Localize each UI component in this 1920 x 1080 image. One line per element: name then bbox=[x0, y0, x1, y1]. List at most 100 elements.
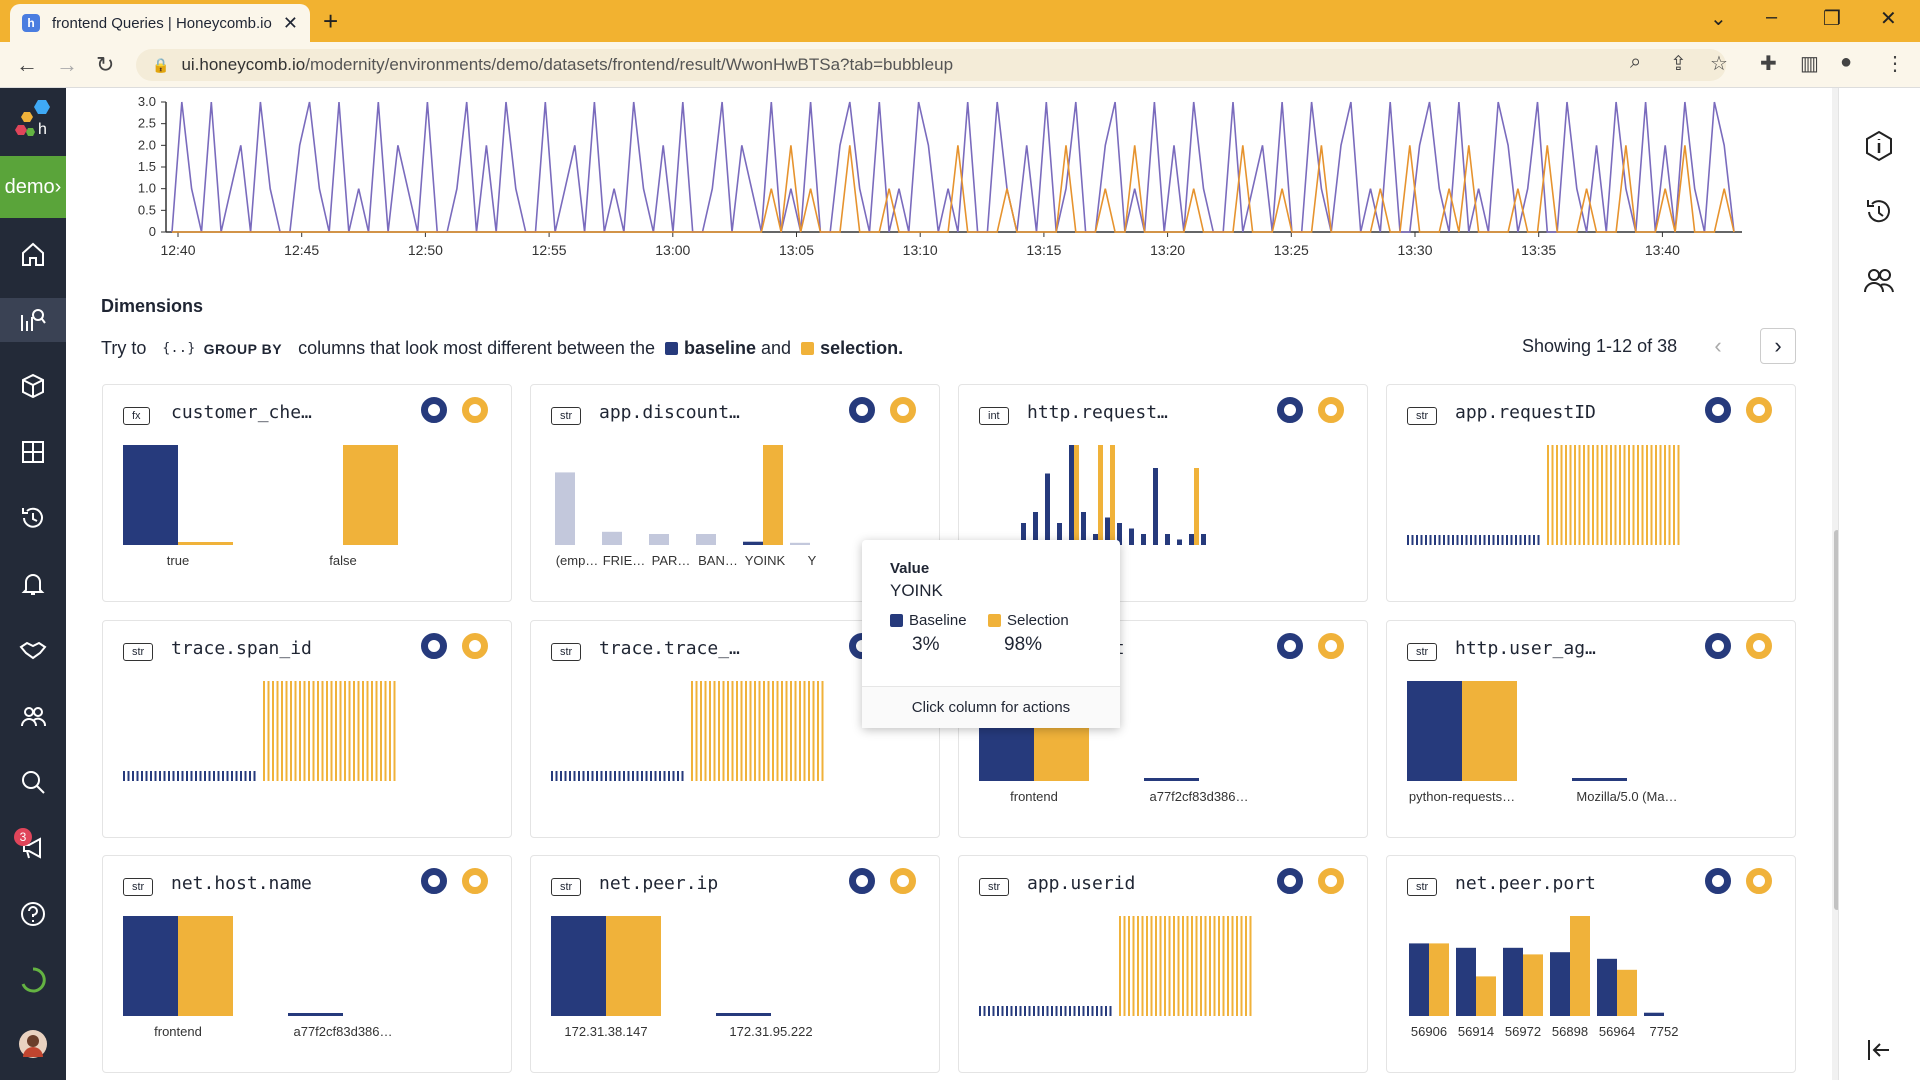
selection-bar[interactable] bbox=[1200, 916, 1202, 1016]
baseline-bar[interactable] bbox=[551, 771, 553, 781]
baseline-bar[interactable] bbox=[1456, 947, 1476, 1016]
selection-bar[interactable] bbox=[817, 681, 819, 781]
selection-bar[interactable] bbox=[790, 681, 792, 781]
selection-bar[interactable] bbox=[1218, 916, 1220, 1016]
baseline-bar[interactable] bbox=[605, 771, 607, 781]
restore-icon[interactable]: ❐ bbox=[1823, 8, 1841, 30]
baseline-bar[interactable] bbox=[1503, 947, 1523, 1016]
selection-bar[interactable] bbox=[343, 445, 398, 545]
share-icon[interactable]: ⇪ bbox=[1670, 53, 1687, 75]
selection-bar[interactable] bbox=[1668, 445, 1671, 545]
distribution-chart[interactable] bbox=[959, 916, 1369, 1056]
selection-bar[interactable] bbox=[1074, 445, 1079, 545]
boards-grid-icon[interactable] bbox=[0, 430, 66, 474]
selection-bar[interactable] bbox=[299, 681, 301, 781]
triggers-bell-icon[interactable] bbox=[0, 562, 66, 606]
search-icon[interactable] bbox=[0, 760, 66, 804]
selection-bar[interactable] bbox=[731, 681, 734, 781]
baseline-bar[interactable] bbox=[1078, 1006, 1080, 1016]
baseline-toggle-button[interactable] bbox=[1277, 868, 1303, 894]
collapse-panel-icon[interactable] bbox=[1859, 1030, 1899, 1070]
baseline-bar[interactable] bbox=[979, 1006, 981, 1016]
selection-toggle-button[interactable] bbox=[462, 397, 488, 423]
selection-bar[interactable] bbox=[754, 681, 756, 781]
baseline-bar[interactable] bbox=[213, 771, 215, 781]
baseline-bar[interactable] bbox=[1409, 943, 1429, 1016]
query-history-icon[interactable] bbox=[1859, 192, 1899, 232]
baseline-bar[interactable] bbox=[181, 771, 184, 781]
avatar[interactable] bbox=[0, 1022, 66, 1066]
selection-bar[interactable] bbox=[1570, 916, 1590, 1016]
selection-toggle-button[interactable] bbox=[462, 868, 488, 894]
baseline-bar[interactable] bbox=[623, 771, 625, 781]
selection-bar[interactable] bbox=[303, 681, 306, 781]
selection-bar[interactable] bbox=[794, 681, 797, 781]
selection-bar[interactable] bbox=[1551, 445, 1554, 545]
baseline-bar[interactable] bbox=[743, 541, 763, 545]
selection-bar[interactable] bbox=[1168, 916, 1171, 1016]
baseline-bar[interactable] bbox=[1100, 1006, 1103, 1016]
baseline-bar[interactable] bbox=[663, 771, 666, 781]
selection-toggle-button[interactable] bbox=[1318, 868, 1344, 894]
previous-page-button[interactable]: ‹ bbox=[1714, 333, 1722, 358]
selection-bar[interactable] bbox=[357, 681, 360, 781]
history-icon[interactable] bbox=[0, 496, 66, 540]
selection-toggle-button[interactable] bbox=[890, 397, 916, 423]
baseline-bar[interactable] bbox=[249, 771, 251, 781]
baseline-bar[interactable] bbox=[1416, 535, 1418, 545]
distribution-chart[interactable]: python-requests… Mozilla/5.0 (Ma… bbox=[1387, 681, 1797, 821]
baseline-bar[interactable] bbox=[235, 771, 238, 781]
baseline-toggle-button[interactable] bbox=[421, 633, 447, 659]
selection-bar[interactable] bbox=[1119, 916, 1121, 1016]
dimension-card[interactable]: str net.peer.port 56906 56914 56972 56898 5696… bbox=[1386, 855, 1796, 1073]
baseline-bar[interactable] bbox=[681, 771, 684, 781]
dimension-card[interactable]: str net.peer.ip 172.31.38.147 172.31.95.222 bbox=[530, 855, 940, 1073]
bookmark-star-icon[interactable]: ☆ bbox=[1710, 53, 1728, 75]
selection-bar[interactable] bbox=[1137, 916, 1139, 1016]
selection-bar[interactable] bbox=[722, 681, 725, 781]
selection-bar[interactable] bbox=[294, 681, 297, 781]
selection-bar[interactable] bbox=[1659, 445, 1662, 545]
baseline-bar[interactable] bbox=[1461, 535, 1463, 545]
baseline-toggle-button[interactable] bbox=[849, 868, 875, 894]
baseline-bar[interactable] bbox=[1177, 539, 1182, 546]
baseline-bar[interactable] bbox=[1051, 1006, 1053, 1016]
baseline-bar[interactable] bbox=[1082, 1006, 1085, 1016]
selection-bar[interactable] bbox=[1429, 943, 1449, 1016]
selection-bar[interactable] bbox=[1462, 681, 1517, 781]
baseline-bar[interactable] bbox=[1081, 512, 1086, 545]
baseline-bar[interactable] bbox=[159, 771, 161, 781]
selection-bar[interactable] bbox=[1213, 916, 1216, 1016]
baseline-toggle-button[interactable] bbox=[1277, 397, 1303, 423]
selection-bar[interactable] bbox=[1245, 916, 1247, 1016]
selection-bar[interactable] bbox=[740, 681, 743, 781]
baseline-bar[interactable] bbox=[992, 1006, 995, 1016]
baseline-bar[interactable] bbox=[1064, 1006, 1067, 1016]
selection-bar[interactable] bbox=[178, 916, 233, 1016]
baseline-bar[interactable] bbox=[1046, 1006, 1049, 1016]
next-page-button[interactable]: › bbox=[1760, 328, 1796, 364]
selection-bar[interactable] bbox=[1098, 445, 1103, 545]
selection-bar[interactable] bbox=[312, 681, 315, 781]
baseline-bar[interactable] bbox=[231, 771, 233, 781]
selection-bar[interactable] bbox=[781, 681, 783, 781]
browser-tab[interactable]: h frontend Queries | Honeycomb.io ✕ bbox=[10, 4, 310, 42]
baseline-bar[interactable] bbox=[1069, 1006, 1071, 1016]
selection-bar[interactable] bbox=[1641, 445, 1644, 545]
selection-toggle-button[interactable] bbox=[890, 868, 916, 894]
baseline-bar[interactable] bbox=[1533, 535, 1535, 545]
browser-menu-icon[interactable]: ⋮ bbox=[1885, 53, 1905, 75]
distribution-chart[interactable]: (emp… FRIE… PAR… BAN… YOINK Y bbox=[531, 445, 941, 585]
baseline-bar[interactable] bbox=[1465, 535, 1468, 545]
selection-toggle-button[interactable] bbox=[462, 633, 488, 659]
baseline-bar[interactable] bbox=[1093, 534, 1098, 545]
selection-bar[interactable] bbox=[785, 681, 788, 781]
baseline-bar[interactable] bbox=[1006, 1006, 1008, 1016]
events-over-time-chart[interactable]: 3.0 2.5 2.0 1.5 1.0 0.5 0 12:40 12:45 12:50 12:55 1… bbox=[66, 88, 1832, 268]
baseline-toggle-button[interactable] bbox=[1277, 633, 1303, 659]
selection-bar[interactable] bbox=[348, 681, 351, 781]
selection-bar[interactable] bbox=[1547, 445, 1549, 545]
selection-bar[interactable] bbox=[1587, 445, 1590, 545]
selection-bar[interactable] bbox=[1592, 445, 1594, 545]
selection-bar[interactable] bbox=[371, 681, 373, 781]
